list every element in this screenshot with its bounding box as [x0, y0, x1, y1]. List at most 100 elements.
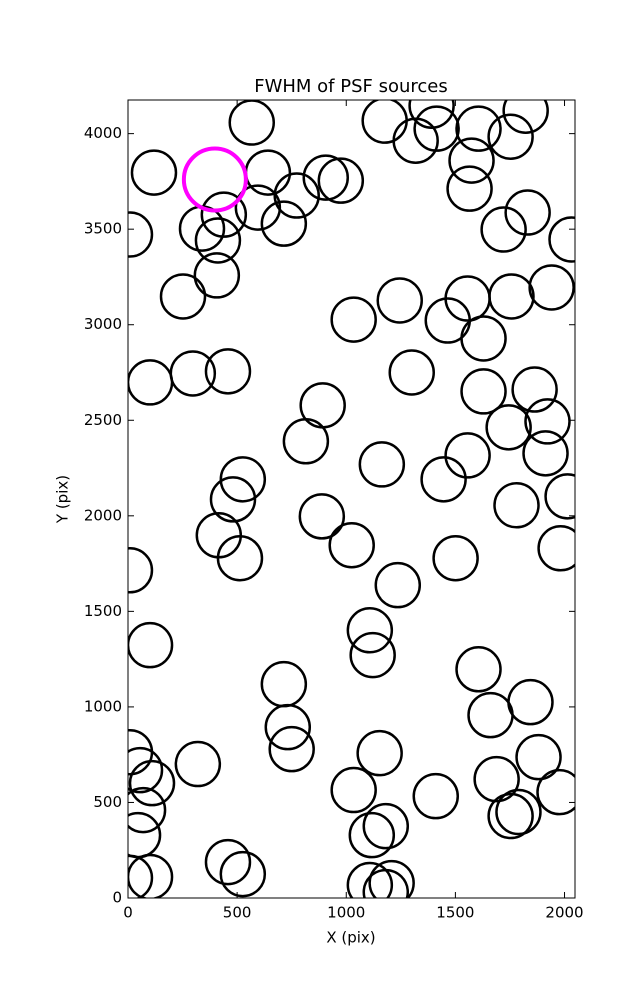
marker — [128, 621, 174, 669]
marker — [537, 525, 575, 572]
marker — [128, 759, 176, 807]
marker — [273, 172, 320, 219]
marker — [330, 296, 377, 343]
marker — [480, 206, 527, 253]
marker — [346, 607, 394, 654]
marker — [130, 149, 178, 196]
marker — [507, 678, 554, 726]
marker — [128, 359, 174, 406]
y-axis-label: Y (pix) — [54, 475, 72, 524]
marker — [128, 853, 174, 898]
y-tick-label: 1500 — [84, 602, 122, 620]
marker — [216, 534, 264, 582]
marker — [302, 154, 349, 201]
marker — [524, 398, 571, 445]
marker — [330, 766, 377, 814]
marker — [349, 631, 396, 679]
marker — [260, 200, 308, 247]
marker — [204, 838, 252, 886]
marker — [548, 216, 575, 263]
marker — [413, 105, 460, 152]
marker — [128, 811, 162, 859]
marker — [159, 273, 207, 320]
x-tick-label: 500 — [223, 904, 252, 922]
marker — [488, 273, 535, 320]
marker — [194, 217, 242, 264]
marker — [228, 100, 275, 146]
marker — [504, 189, 551, 236]
marker — [455, 105, 502, 152]
marker — [420, 456, 467, 503]
marker — [515, 733, 562, 781]
marker — [368, 859, 415, 898]
marker — [209, 476, 257, 523]
chart-title: FWHM of PSF sources — [254, 76, 448, 97]
x-tick-label: 2000 — [545, 904, 583, 922]
marker — [264, 703, 312, 751]
marker — [412, 772, 459, 820]
marker — [446, 165, 493, 212]
marker — [522, 430, 569, 477]
y-tick-label: 2000 — [84, 506, 122, 524]
marker — [432, 534, 479, 582]
y-tick-label: 0 — [112, 889, 122, 907]
marker — [200, 191, 248, 238]
x-tick-label: 1000 — [327, 904, 365, 922]
marker — [448, 137, 495, 184]
marker — [169, 350, 217, 397]
marker — [376, 277, 423, 324]
marker — [473, 755, 520, 803]
marker — [362, 868, 410, 898]
marker — [511, 366, 558, 413]
marker — [128, 786, 167, 834]
marker — [348, 811, 396, 859]
marker — [502, 100, 549, 134]
marker — [128, 854, 154, 898]
marker — [487, 113, 534, 160]
marker — [444, 432, 491, 479]
marker — [219, 456, 267, 503]
marker — [460, 315, 507, 362]
y-tick-label: 2500 — [84, 411, 122, 429]
marker — [495, 788, 542, 836]
marker — [460, 368, 507, 415]
marker — [455, 646, 502, 693]
marker — [544, 473, 575, 520]
marker — [317, 157, 365, 204]
y-tick-label: 1000 — [84, 697, 122, 715]
marker — [193, 252, 241, 299]
x-axis-label: X (pix) — [326, 929, 375, 947]
marker — [174, 740, 222, 788]
x-tick-label: 0 — [123, 904, 133, 922]
marker — [128, 211, 154, 258]
marker — [528, 264, 575, 311]
marker — [204, 348, 252, 395]
y-tick-label: 4000 — [84, 124, 122, 142]
marker — [361, 100, 408, 144]
marker — [219, 850, 267, 898]
marker — [234, 184, 282, 231]
y-tick-label: 3500 — [84, 220, 122, 238]
y-tick-label: 500 — [93, 793, 122, 811]
x-tick-label: 1500 — [436, 904, 474, 922]
marker — [128, 547, 154, 594]
marker — [487, 792, 534, 840]
marker — [299, 382, 346, 429]
marker — [408, 100, 455, 129]
marker — [128, 746, 164, 794]
marker — [536, 768, 575, 816]
marker — [356, 729, 403, 777]
marker — [362, 802, 410, 850]
marker — [268, 725, 315, 773]
marker — [328, 521, 375, 569]
marker — [493, 482, 540, 529]
marker — [128, 728, 154, 776]
marker — [374, 561, 422, 609]
marker — [485, 404, 532, 451]
marker — [388, 349, 435, 396]
marker — [282, 418, 330, 465]
y-tick-label: 3000 — [84, 315, 122, 333]
marker — [260, 660, 308, 708]
marker — [467, 691, 514, 739]
